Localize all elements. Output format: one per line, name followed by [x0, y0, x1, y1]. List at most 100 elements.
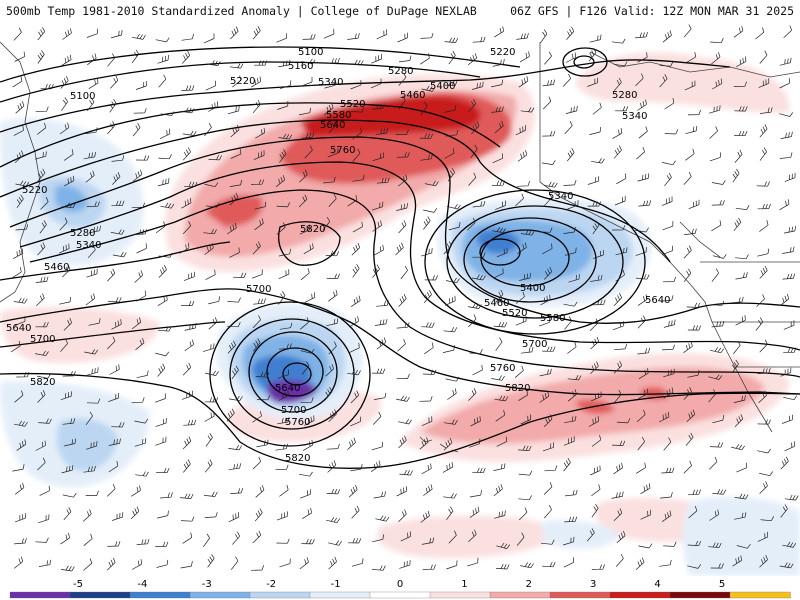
wind-barb — [109, 99, 117, 113]
wind-barb — [203, 33, 215, 44]
wind-barb — [467, 557, 479, 567]
wind-barb — [543, 266, 553, 280]
wind-barb — [13, 297, 28, 304]
colorbar-segments — [9, 591, 791, 599]
wind-barb — [663, 437, 672, 451]
wind-barb — [612, 225, 626, 231]
wind-barb — [423, 208, 438, 213]
wind-barb — [59, 122, 70, 135]
wind-barb — [349, 342, 360, 353]
wind-barb — [398, 509, 407, 522]
wind-barb — [278, 248, 291, 257]
wind-barb — [662, 245, 673, 255]
wind-barb — [35, 106, 49, 113]
wind-barb — [544, 505, 552, 519]
wind-barb — [542, 561, 556, 568]
wind-barb — [347, 437, 356, 451]
wind-barb — [374, 392, 387, 400]
wind-barb — [181, 85, 195, 91]
wind-barb — [638, 200, 652, 207]
wind-barb — [37, 50, 45, 64]
wind-barb — [442, 462, 454, 473]
wind-barb — [563, 557, 575, 568]
wind-barb — [15, 101, 25, 114]
wind-barb — [659, 559, 672, 567]
wind-barb — [421, 537, 435, 545]
wind-barb — [710, 300, 725, 306]
colorbar-tick-label: 3 — [590, 579, 596, 590]
wind-barb — [14, 420, 28, 427]
wind-barb — [35, 537, 49, 543]
wind-barb — [111, 422, 125, 428]
wind-barb — [420, 53, 430, 65]
wind-barb — [736, 462, 747, 473]
wind-barb — [85, 170, 95, 183]
wind-barb — [709, 442, 724, 448]
wind-barb — [540, 539, 555, 545]
wind-barb — [351, 558, 364, 567]
wind-barb — [278, 390, 289, 401]
wind-barb — [446, 506, 454, 521]
wind-barb — [374, 319, 388, 326]
wind-barb — [155, 37, 170, 43]
wind-barb — [779, 57, 792, 66]
wind-barb — [35, 276, 49, 283]
wind-barb — [395, 129, 409, 135]
wind-barb — [375, 515, 390, 522]
wind-barb — [470, 416, 481, 427]
wind-barb — [35, 151, 47, 160]
wind-barb — [424, 180, 439, 187]
wind-barb — [587, 176, 600, 185]
wind-barb — [520, 229, 535, 236]
wind-barb — [684, 228, 697, 235]
wind-barb — [328, 341, 337, 355]
wind-barb — [154, 393, 166, 403]
wind-barb — [663, 368, 675, 378]
wind-barb — [709, 152, 721, 162]
wind-barb — [519, 273, 531, 281]
wind-barb — [298, 471, 313, 477]
wind-barb — [588, 48, 597, 62]
wind-barb — [661, 467, 675, 474]
wind-barb — [107, 541, 121, 547]
wind-barb — [733, 340, 741, 355]
wind-barb — [709, 126, 718, 139]
wind-barb — [204, 491, 218, 497]
wind-barb — [445, 129, 459, 137]
wind-barb — [688, 199, 700, 210]
wind-barb — [542, 96, 552, 110]
wind-barb — [709, 105, 721, 114]
wind-barb — [708, 389, 717, 403]
wind-barb — [327, 460, 337, 473]
wind-barb — [590, 391, 602, 402]
wind-barb — [472, 467, 486, 474]
wind-barb — [182, 130, 197, 136]
wind-barb — [300, 397, 314, 404]
wind-barb — [566, 26, 575, 40]
wind-barb — [351, 505, 360, 519]
colorbar-segment — [9, 591, 71, 599]
wind-barb — [448, 222, 461, 231]
wind-barb — [38, 514, 50, 524]
wind-barb — [640, 509, 651, 520]
wind-barb — [591, 158, 605, 164]
wind-barb — [684, 80, 696, 91]
wind-barb — [712, 254, 727, 259]
wind-barb — [228, 512, 240, 523]
wind-barb — [519, 51, 530, 63]
wind-barb — [421, 463, 432, 475]
wind-barb — [156, 559, 169, 568]
wind-barb — [518, 389, 529, 401]
wind-barb — [589, 127, 602, 135]
wind-barb — [783, 226, 797, 234]
wind-barb — [661, 344, 675, 351]
wind-barb — [683, 460, 692, 474]
wind-barb — [730, 296, 744, 304]
wind-barb — [421, 322, 435, 328]
wind-barb — [275, 464, 289, 471]
wind-barb — [757, 531, 769, 542]
wind-barb — [299, 224, 311, 235]
wind-barb — [472, 200, 486, 208]
wind-barb — [226, 408, 235, 422]
wind-barb — [397, 32, 409, 43]
